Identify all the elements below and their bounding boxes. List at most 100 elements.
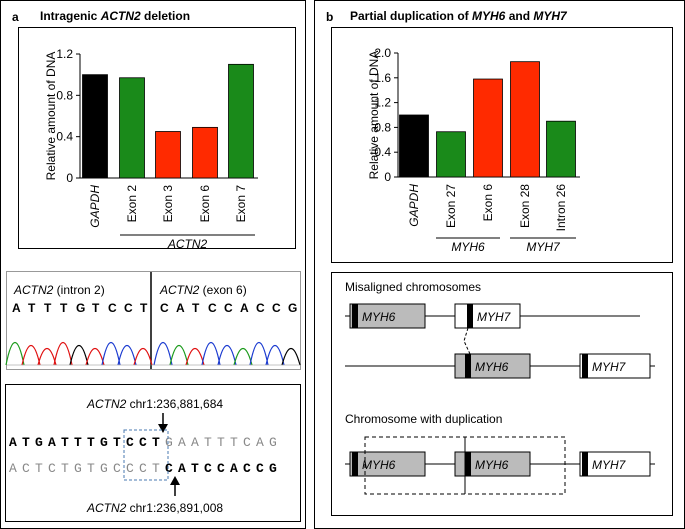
base-call: T bbox=[92, 301, 100, 315]
chart-b-frame bbox=[331, 27, 673, 263]
group-label: ACTN2 bbox=[167, 237, 208, 251]
bar bbox=[82, 74, 108, 179]
trace-peak bbox=[85, 347, 105, 366]
trace-peak bbox=[265, 344, 285, 366]
chromatogram-label: ACTN2 (exon 6) bbox=[159, 283, 247, 297]
y-tick-label: 1.2 bbox=[374, 96, 391, 110]
sequence-frame bbox=[5, 384, 301, 522]
gene-box bbox=[454, 303, 521, 329]
base-call: T bbox=[140, 301, 148, 315]
chromatogram-label: ACTN2 (intron 2) bbox=[13, 283, 105, 297]
panel-title-part: ACTN2 bbox=[100, 9, 141, 23]
sequence-label-part: ACTN2 bbox=[86, 501, 127, 515]
gene-marker bbox=[352, 304, 358, 328]
base-call: G bbox=[76, 301, 85, 315]
base-call: C bbox=[224, 301, 233, 315]
panel-title: Partial duplication of MYH6 and MYH7 bbox=[350, 9, 568, 23]
sequence-label: ACTN2 chr1:236,881,684 bbox=[86, 397, 223, 411]
base-call: C bbox=[124, 301, 133, 315]
trace-peak bbox=[101, 342, 121, 366]
trace-peak bbox=[233, 347, 253, 366]
gene-label: MYH6 bbox=[475, 360, 509, 374]
y-tick-label: 0.8 bbox=[374, 120, 391, 134]
trace-peak bbox=[21, 344, 41, 366]
alignment-link bbox=[463, 327, 471, 355]
panel-title-part: deletion bbox=[141, 9, 190, 23]
y-tick-label: 0.4 bbox=[56, 130, 73, 144]
chart-a-frame bbox=[18, 27, 296, 249]
gene-marker bbox=[467, 304, 473, 328]
gene-box bbox=[349, 451, 426, 477]
diagram-label: Misaligned chromosomes bbox=[345, 280, 481, 294]
gene-marker bbox=[582, 452, 588, 476]
x-tick-label: Exon 2 bbox=[125, 185, 139, 223]
sequence-label-part: chr1:236,891,008 bbox=[126, 501, 223, 515]
y-tick-label: 2.0 bbox=[374, 46, 391, 60]
base-call: T bbox=[28, 301, 36, 315]
trace-peak bbox=[69, 344, 89, 366]
base-call: A bbox=[12, 301, 21, 315]
gene-marker bbox=[465, 354, 471, 378]
group-label: MYH7 bbox=[526, 240, 561, 254]
panel-title: Intragenic ACTN2 deletion bbox=[40, 9, 190, 23]
trace-peak bbox=[153, 342, 173, 366]
chromatogram-label-part: (exon 6) bbox=[199, 283, 246, 297]
gene-marker bbox=[582, 354, 588, 378]
bar bbox=[436, 131, 466, 178]
group-label: MYH6 bbox=[451, 240, 485, 254]
sequence-segment: GAATTTCAG bbox=[165, 435, 282, 450]
gene-box bbox=[579, 353, 651, 379]
chromatogram-label-part: ACTN2 bbox=[13, 283, 54, 297]
x-tick-label: Exon 28 bbox=[518, 184, 532, 228]
sequence-row: ACTCTGTGCCCTCATCCACCG bbox=[9, 461, 282, 476]
panel-label: b bbox=[326, 10, 333, 24]
gene-box bbox=[349, 303, 426, 329]
base-call: G bbox=[288, 301, 297, 315]
x-tick-label: Exon 7 bbox=[234, 185, 248, 223]
gene-label: MYH6 bbox=[475, 458, 509, 472]
gene-label: MYH7 bbox=[477, 310, 512, 324]
bar bbox=[192, 126, 218, 179]
y-tick-label: 0.4 bbox=[374, 145, 391, 159]
bar bbox=[510, 61, 540, 178]
diagram-label: Chromosome with duplication bbox=[345, 412, 502, 426]
trace-peak bbox=[249, 342, 269, 366]
trace-peak bbox=[281, 347, 301, 366]
sequence-segment: ATGATTTGTCCT bbox=[9, 435, 165, 450]
arrow-head bbox=[158, 424, 168, 433]
bar bbox=[546, 120, 576, 178]
base-call: C bbox=[256, 301, 265, 315]
chromatogram-label-part: ACTN2 bbox=[159, 283, 200, 297]
gene-label: MYH6 bbox=[362, 310, 396, 324]
trace-peak bbox=[5, 342, 25, 366]
diagram-frame bbox=[331, 272, 673, 516]
trace-peak bbox=[185, 347, 205, 366]
y-axis-label: Relative amount of DNA bbox=[44, 52, 58, 181]
x-tick-label: Exon 3 bbox=[161, 185, 175, 223]
sequence-segment: CATCCACCG bbox=[165, 461, 282, 476]
x-tick-label: Exon 6 bbox=[198, 185, 212, 223]
sequence-segment: ACTCTGTGCCCT bbox=[9, 461, 165, 476]
gene-marker bbox=[352, 452, 358, 476]
base-call: C bbox=[208, 301, 217, 315]
y-axis-label: Relative amount of DNA bbox=[367, 51, 381, 180]
sequence-label-part: ACTN2 bbox=[86, 397, 127, 411]
trace-peak bbox=[37, 347, 57, 366]
base-call: C bbox=[108, 301, 117, 315]
trace-peak bbox=[133, 347, 153, 366]
highlight-box bbox=[123, 429, 169, 481]
trace-peak bbox=[169, 344, 189, 366]
gene-marker bbox=[465, 452, 471, 476]
x-tick-label: Exon 6 bbox=[481, 184, 495, 222]
chromatogram-frame bbox=[6, 271, 301, 370]
y-tick-label: 0.8 bbox=[56, 88, 73, 102]
bar bbox=[399, 114, 429, 178]
y-tick-label: 0 bbox=[66, 171, 73, 185]
trace-peak bbox=[217, 344, 237, 366]
bar bbox=[155, 131, 181, 179]
sequence-row: ATGATTTGTCCTGAATTTCAG bbox=[9, 435, 282, 450]
x-tick-label: Intron 26 bbox=[554, 184, 568, 232]
sequence-label-part: chr1:236,881,684 bbox=[126, 397, 223, 411]
panel-title-part: Partial duplication of bbox=[350, 9, 472, 23]
